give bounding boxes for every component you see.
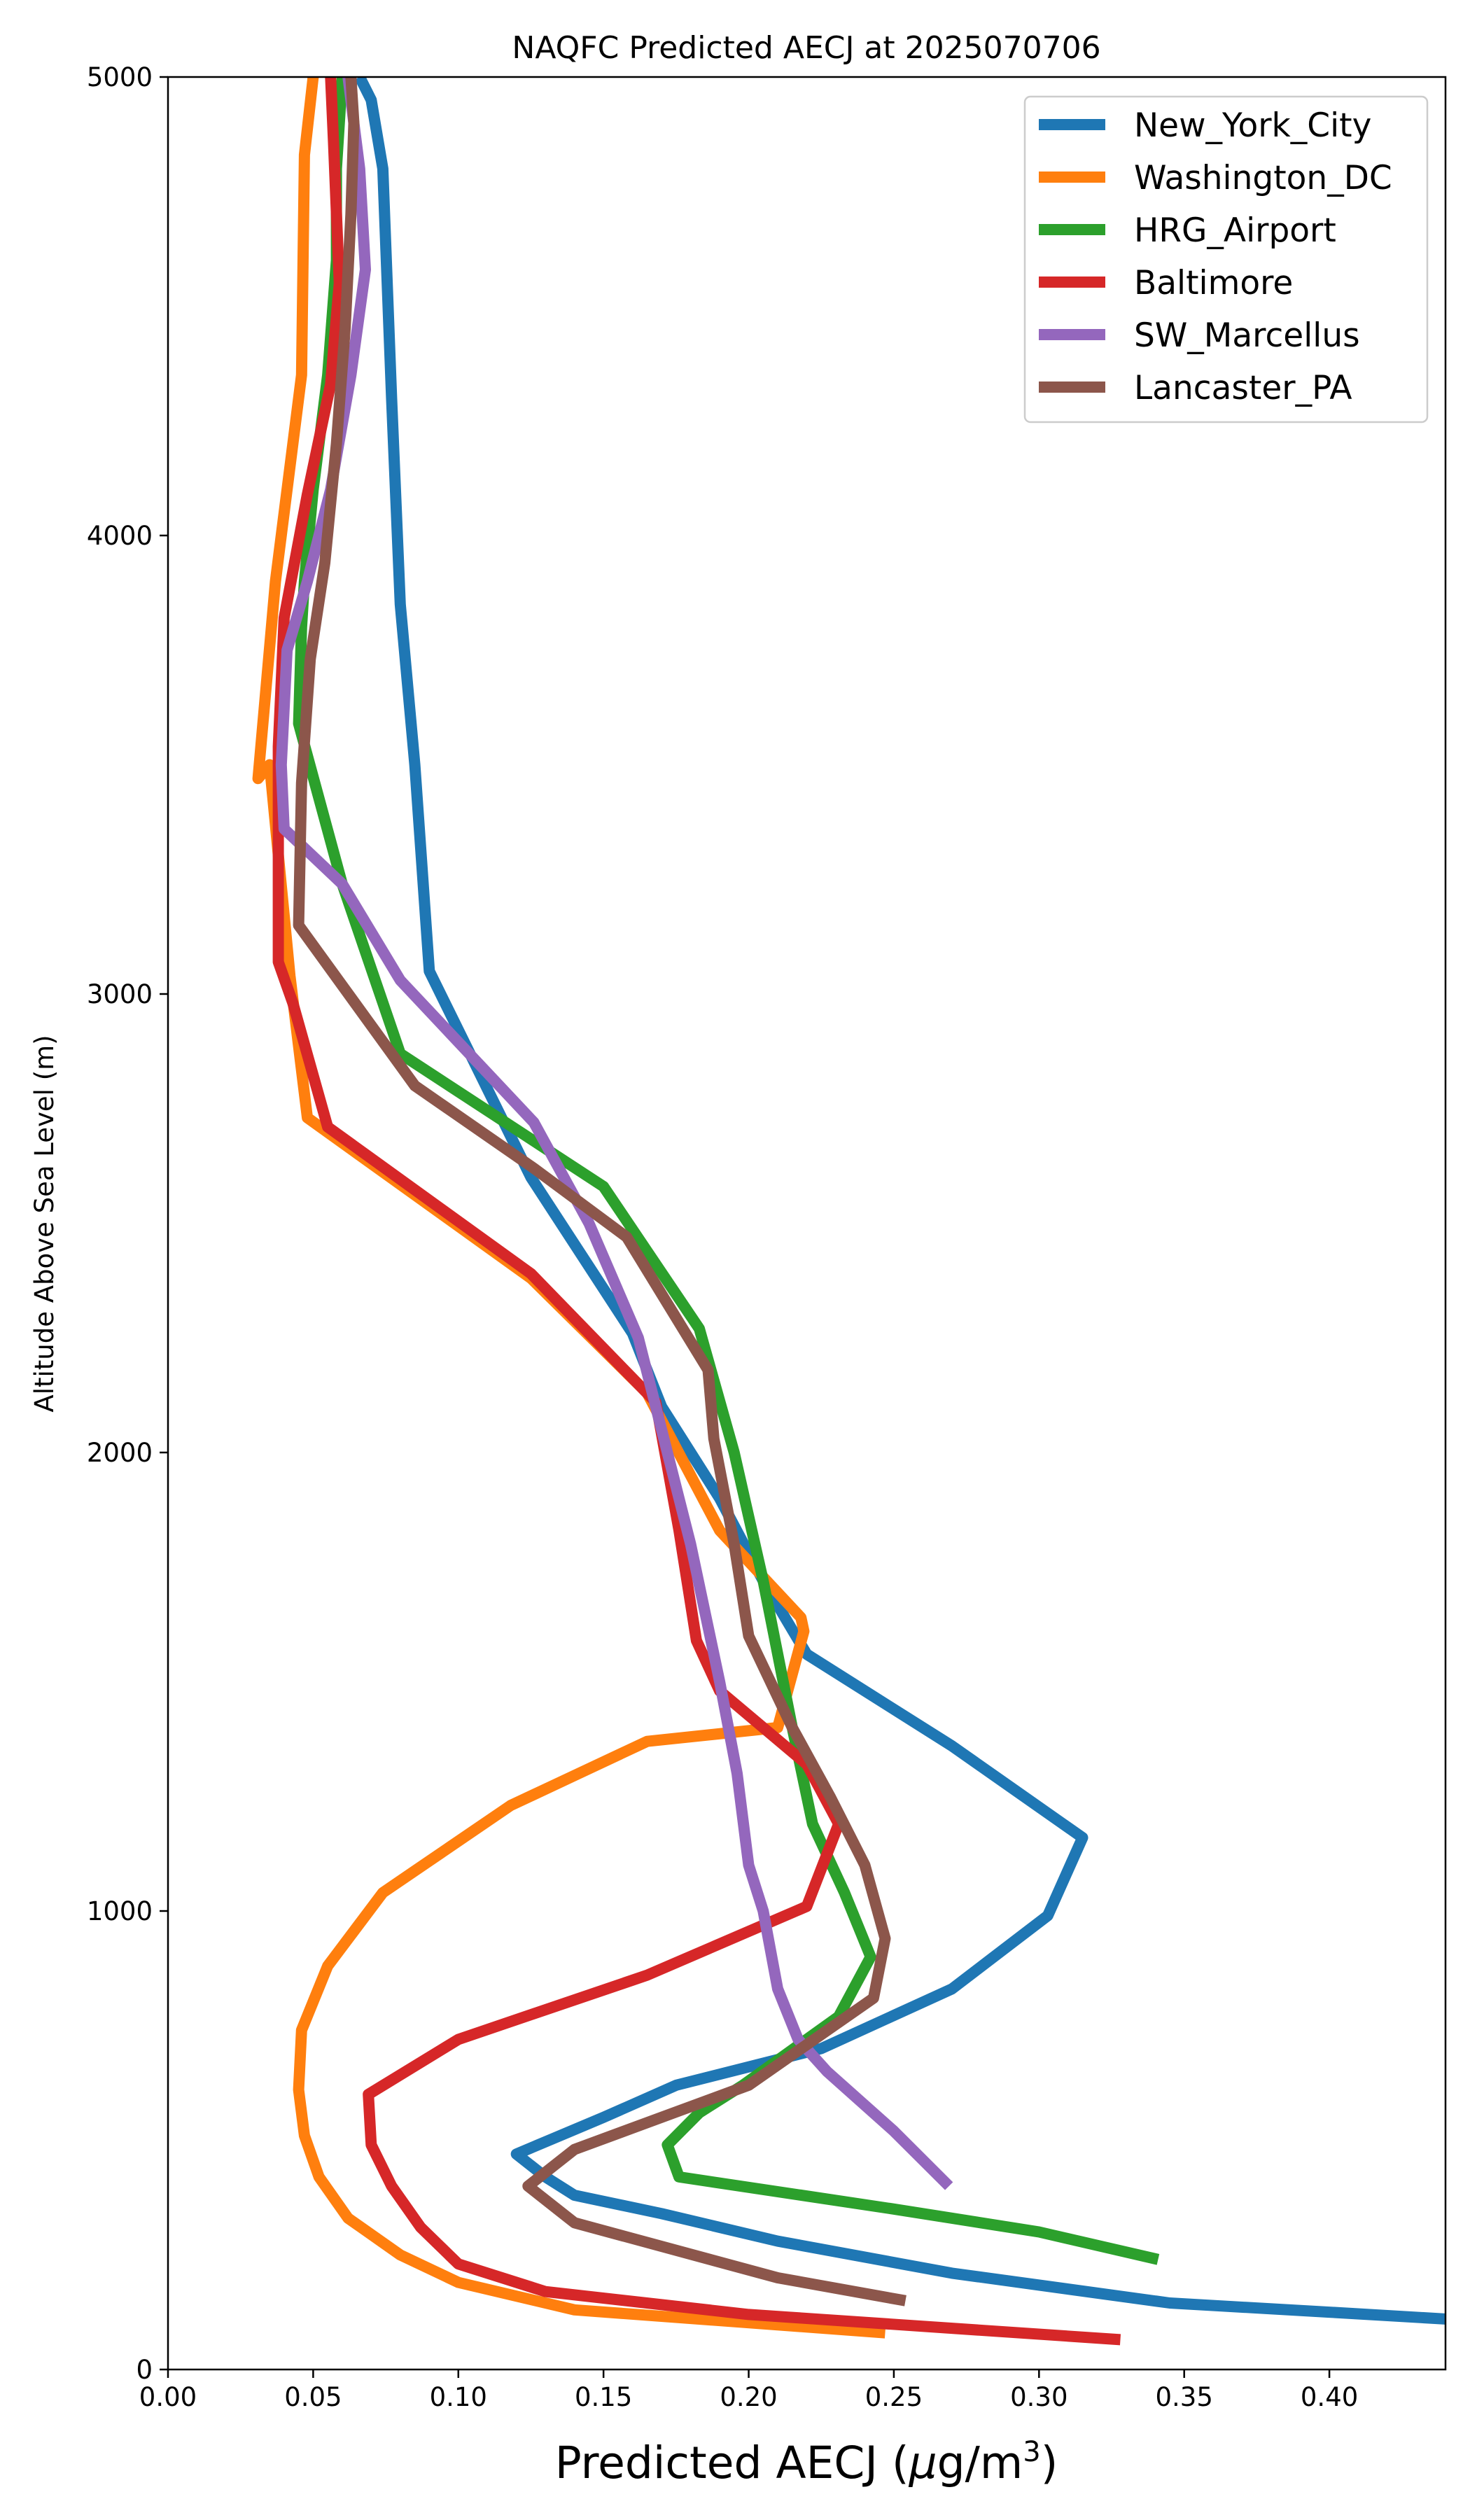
- x-axis-label-unit: g/m: [937, 2437, 1023, 2488]
- x-tick-label: 0.40: [1301, 2382, 1358, 2412]
- legend-label: Lancaster_PA: [1134, 369, 1352, 407]
- series-group: [252, 77, 1446, 2346]
- y-tick-label: 2000: [87, 1438, 153, 1468]
- y-tick-label: 5000: [87, 62, 153, 92]
- x-axis-label: Predicted AECJ (μg/m3): [555, 2436, 1058, 2488]
- x-tick-label: 0.25: [865, 2382, 923, 2412]
- x-axis: 0.00 0.05 0.10 0.15 0.20 0.25 0.30 0.35 0.40: [139, 2370, 1358, 2412]
- x-tick-label: 0.30: [1010, 2382, 1068, 2412]
- legend-box: [1023, 95, 1429, 424]
- y-tick-label: 1000: [87, 1896, 153, 1926]
- x-axis-label-mu: μ: [909, 2437, 937, 2488]
- series-line-hrg-airport: [293, 77, 1160, 2265]
- x-tick-label: 0.20: [720, 2382, 777, 2412]
- x-tick-label: 0.05: [284, 2382, 342, 2412]
- x-tick-label: 0.15: [575, 2382, 632, 2412]
- series-line-washington-dc: [252, 77, 886, 2339]
- legend-label: SW_Marcellus: [1134, 316, 1360, 355]
- legend-label: New_York_City: [1134, 106, 1371, 145]
- legend-label: Baltimore: [1134, 264, 1293, 302]
- legend-label: HRG_Airport: [1134, 211, 1336, 250]
- chart-title: NAQFC Predicted AECJ at 2025070706: [512, 30, 1100, 66]
- y-tick-label: 3000: [87, 979, 153, 1009]
- y-axis: 0 1000 2000 3000 4000 5000: [87, 62, 168, 2385]
- x-axis-label-main: Predicted AECJ (: [555, 2437, 909, 2488]
- series-line-baltimore: [272, 77, 1121, 2346]
- y-axis-label: Altitude Above Sea Level (m): [29, 1035, 59, 1412]
- y-tick-label: 4000: [87, 521, 153, 551]
- y-tick-label: 0: [136, 2355, 153, 2385]
- series-line-lancaster-pa: [293, 77, 906, 2306]
- x-axis-label-close: ): [1041, 2437, 1058, 2488]
- series-line-new-york-city: [354, 77, 1446, 2325]
- x-tick-label: 0.10: [430, 2382, 487, 2412]
- x-tick-label: 0.35: [1156, 2382, 1213, 2412]
- legend-label: Washington_DC: [1134, 159, 1392, 197]
- legend: New_York_City Washington_DC HRG_Airport Bal…: [1023, 95, 1429, 424]
- x-axis-label-superscript: 3: [1023, 2436, 1040, 2468]
- plot-frame: [167, 76, 1447, 2371]
- series-line-sw-marcellus: [275, 77, 953, 2190]
- x-tick-label: 0.00: [139, 2382, 197, 2412]
